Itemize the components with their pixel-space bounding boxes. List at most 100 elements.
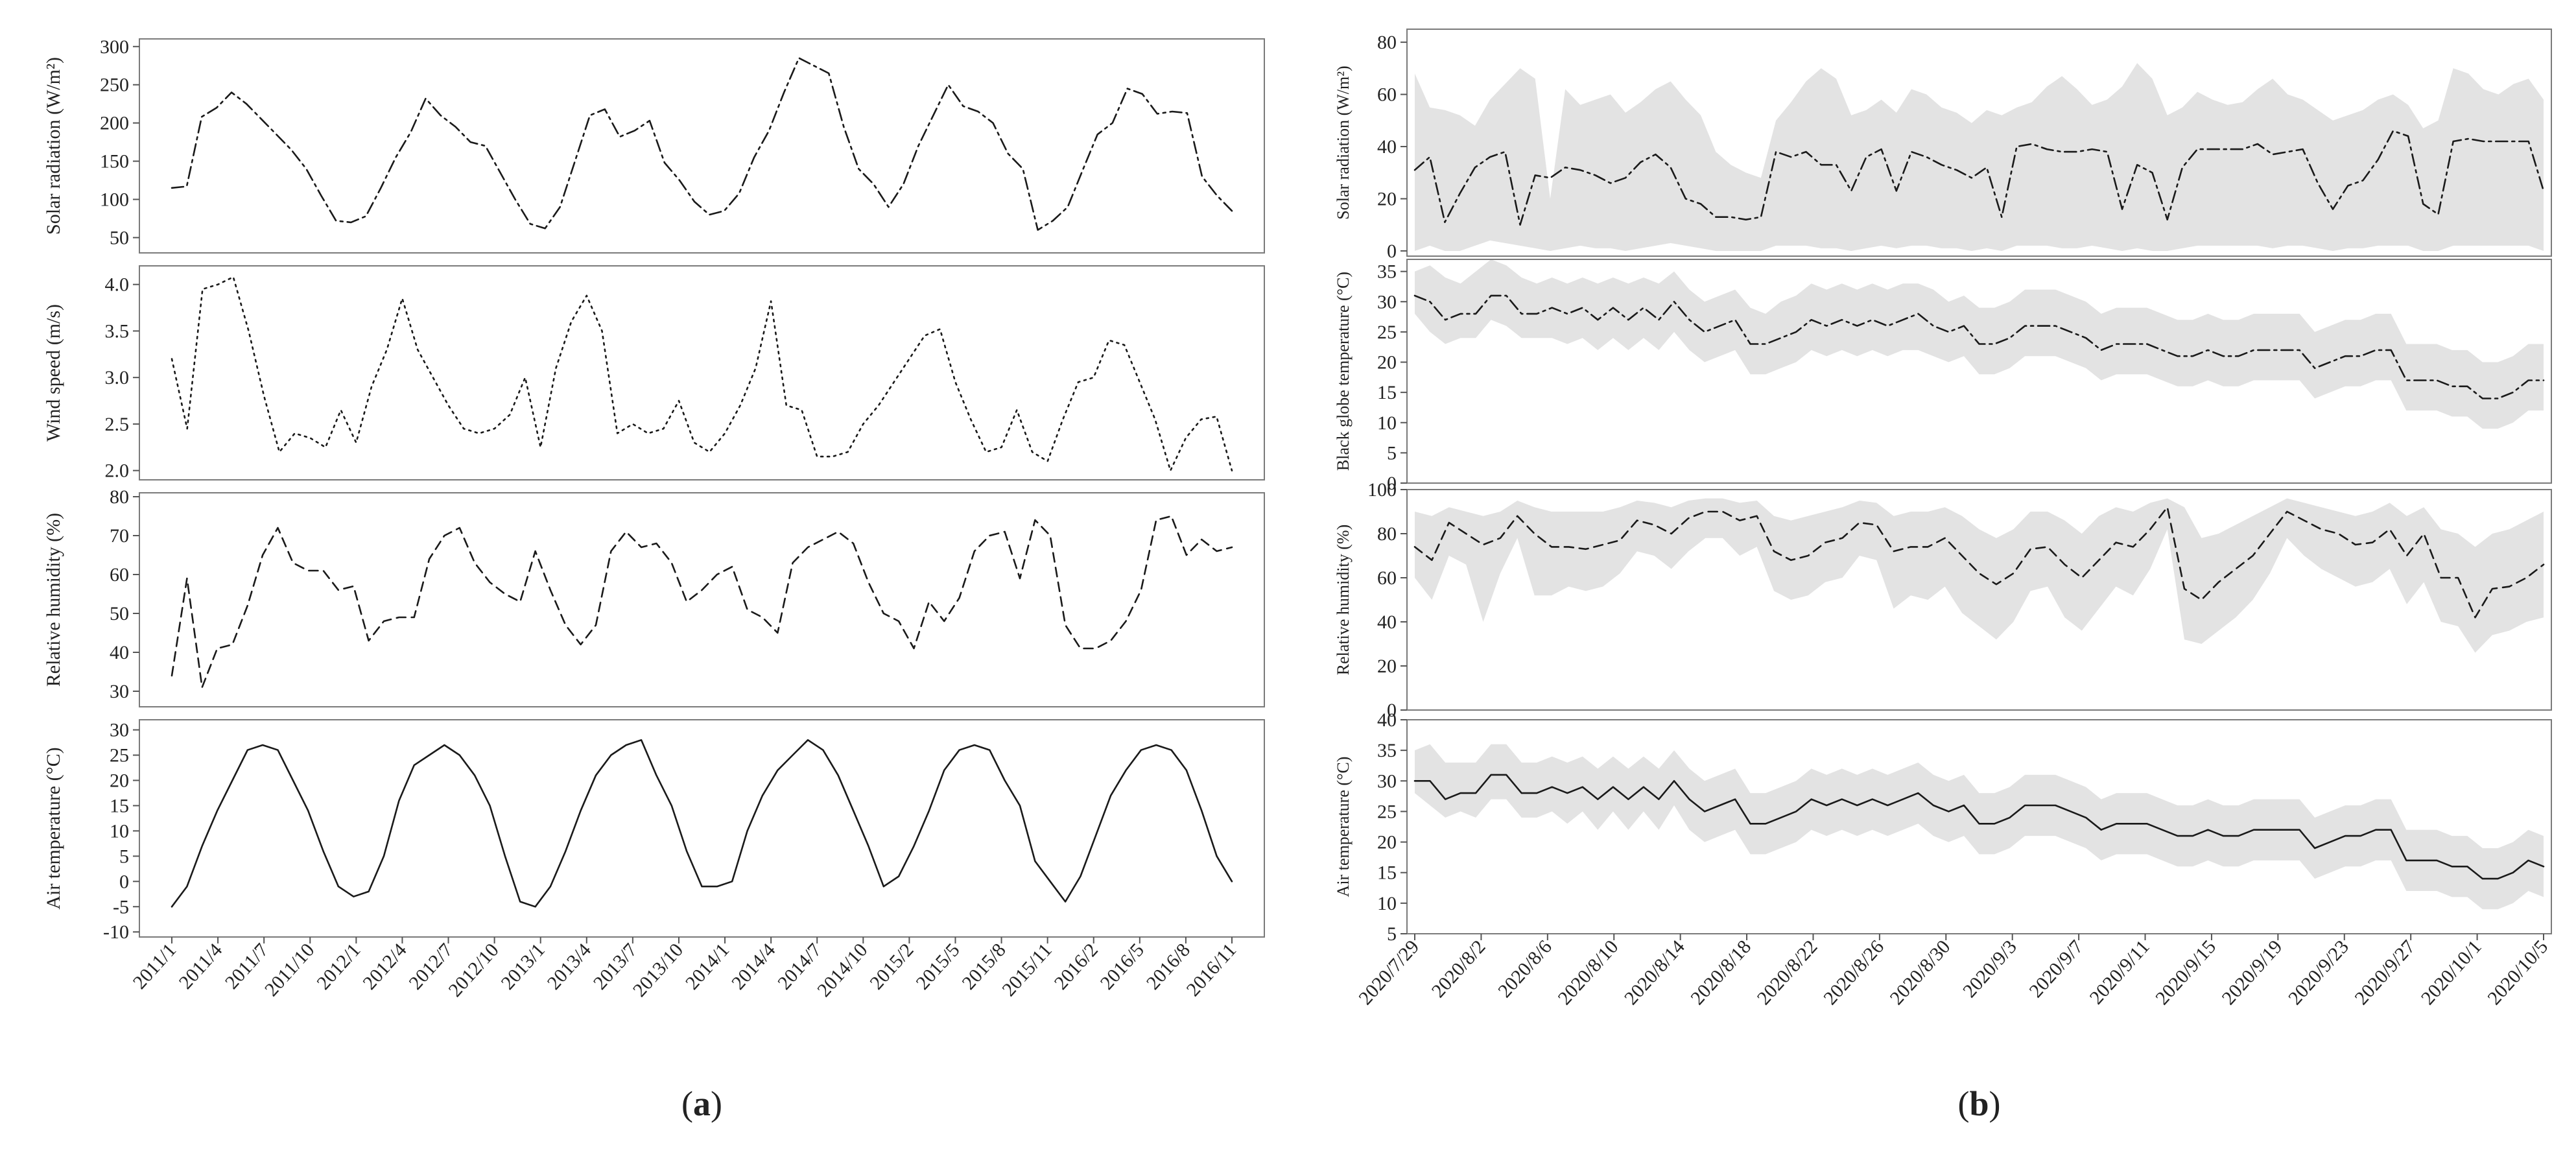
y-axis-label: Air temperature (°C) xyxy=(1334,757,1353,897)
y-tick-label: 100 xyxy=(100,189,129,211)
series-line xyxy=(1413,294,2545,399)
series-line xyxy=(171,57,1233,231)
y-tick-label: 10 xyxy=(1377,893,1397,914)
x-tick-label: 2011/4 xyxy=(175,940,227,993)
x-tick-label: 2015/11 xyxy=(998,940,1056,1001)
y-tick-label: 5 xyxy=(119,846,129,867)
x-tick-label: 2014/10 xyxy=(813,940,871,1001)
x-tick-label: 2020/10/1 xyxy=(2417,936,2486,1010)
y-tick-label: 2.5 xyxy=(105,414,130,435)
x-tick-label: 2020/9/11 xyxy=(2086,936,2154,1009)
x-tick-label: 2014/4 xyxy=(727,940,779,994)
plot-frame xyxy=(1406,489,2552,711)
range-band xyxy=(1415,63,2544,252)
x-tick-label: 2020/10/5 xyxy=(2483,936,2552,1010)
x-tick-label: 2020/8/14 xyxy=(1620,936,1689,1010)
y-tick-label: 100 xyxy=(1367,479,1397,501)
y-tick-label: 40 xyxy=(1377,611,1397,633)
y-tick-label: 70 xyxy=(110,525,129,547)
y-tick-label: 30 xyxy=(110,720,129,741)
x-tick-label: 2020/9/7 xyxy=(2025,936,2087,1002)
y-tick-label: 60 xyxy=(1377,84,1397,106)
paren-close: ) xyxy=(1989,1084,2001,1123)
series-line xyxy=(171,515,1233,689)
y-tick-label: 35 xyxy=(1377,740,1397,761)
x-tick-label: 2020/9/23 xyxy=(2284,936,2353,1010)
x-tick-label: 2020/9/19 xyxy=(2218,936,2287,1010)
y-tick-label: 3.5 xyxy=(105,320,130,342)
y-tick-label: 250 xyxy=(100,75,129,96)
y-axis-label: Wind speed (m/s) xyxy=(43,304,64,442)
x-tick-label: 2020/7/29 xyxy=(1354,936,1423,1010)
x-tick-label: 2016/2 xyxy=(1050,940,1102,994)
y-tick-label: 40 xyxy=(1377,136,1397,158)
plot-frame xyxy=(139,492,1265,707)
x-tick-label: 2011/10 xyxy=(261,940,319,1001)
y-axis-label: Air temperature (°C) xyxy=(43,747,64,909)
y-tick-label: 0 xyxy=(1387,241,1397,262)
y-tick-label: 5 xyxy=(1387,923,1397,945)
subplot-a-solar: 50 100 150 200 250 300 Solar radiation (W/m²) xyxy=(43,36,1265,254)
series-line xyxy=(1413,774,2545,880)
y-tick-label: 50 xyxy=(110,227,129,248)
y-tick-label: 15 xyxy=(110,795,129,816)
y-tick-label: 5 xyxy=(1387,442,1397,464)
x-tick-label: 2011/1 xyxy=(129,940,181,993)
y-tick-label: 40 xyxy=(110,642,129,663)
y-tick-label: 30 xyxy=(1377,770,1397,792)
y-tick-label: 10 xyxy=(1377,412,1397,434)
x-tick-label: 2020/8/10 xyxy=(1554,936,1622,1010)
y-tick-label: 200 xyxy=(100,113,129,134)
x-tick-label: 2015/2 xyxy=(866,940,917,994)
x-tick-label: 2013/1 xyxy=(497,940,549,994)
y-axis-label: Solar radiation (W/m²) xyxy=(43,57,64,235)
y-tick-label: 2.0 xyxy=(105,460,130,482)
y-tick-label: 15 xyxy=(1377,382,1397,403)
y-tick-label: 60 xyxy=(1377,567,1397,589)
x-tick-label: 2012/10 xyxy=(444,940,502,1001)
y-axis-label: Relative humidity (%) xyxy=(43,513,64,687)
panel-letter: a xyxy=(693,1084,711,1123)
y-tick-label: 15 xyxy=(1377,862,1397,884)
y-tick-label: -5 xyxy=(113,896,129,918)
series-line xyxy=(1413,506,2545,619)
x-tick-label: 2013/4 xyxy=(543,940,595,994)
panel-letter: b xyxy=(1969,1084,1989,1123)
x-tick-label: 2016/5 xyxy=(1096,940,1148,994)
y-tick-label: 20 xyxy=(1377,352,1397,374)
paren-close: ) xyxy=(711,1084,722,1123)
x-tick-label: 2020/9/3 xyxy=(1959,936,2021,1002)
subplot-b-temp: 5 10 15 20 25 30 35 40 Air temperature (°C) xyxy=(1334,709,2552,945)
panel-label: (b) xyxy=(1957,1084,2000,1123)
y-tick-label: 25 xyxy=(110,745,129,766)
x-tick-label: 2013/10 xyxy=(629,940,687,1001)
y-axis-label: Relative humidity (%) xyxy=(1334,525,1353,676)
panel-label: (a) xyxy=(681,1084,722,1123)
subplot-a-rh: 30 40 50 60 70 80 Relative humidity (%) xyxy=(43,486,1265,707)
y-axis-label: Solar radiation (W/m²) xyxy=(1334,65,1353,219)
x-tick-label: 2020/8/22 xyxy=(1753,936,1822,1010)
x-tick-label: 2015/5 xyxy=(912,940,963,994)
range-band xyxy=(1415,744,2544,910)
y-tick-label: 30 xyxy=(1377,291,1397,313)
x-tick-label: 2012/1 xyxy=(313,940,364,994)
y-tick-label: 10 xyxy=(110,820,129,842)
x-tick-label: 2020/8/26 xyxy=(1819,936,1888,1010)
x-tick-label: 2020/9/27 xyxy=(2350,936,2419,1010)
x-tick-label: 2020/9/15 xyxy=(2151,936,2220,1010)
paren-open: ( xyxy=(681,1084,693,1123)
plot-frame xyxy=(1406,29,2552,257)
y-tick-label: 25 xyxy=(1377,801,1397,822)
plot-frame xyxy=(139,719,1265,938)
y-tick-label: 20 xyxy=(1377,188,1397,209)
series-line xyxy=(1413,130,2545,226)
y-tick-label: 80 xyxy=(1377,523,1397,545)
x-tick-label: 2016/11 xyxy=(1183,940,1241,1001)
y-axis-label: Black globe temperature (°C) xyxy=(1334,272,1353,471)
series-line xyxy=(171,276,1233,471)
series-line xyxy=(171,739,1233,908)
paren-open: ( xyxy=(1957,1084,1969,1123)
